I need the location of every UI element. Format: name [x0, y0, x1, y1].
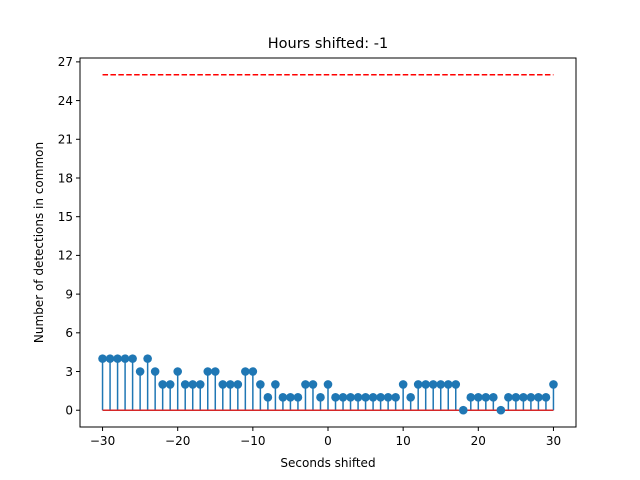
stem-marker [481, 393, 491, 402]
stem-marker [316, 393, 325, 402]
stem-marker [143, 354, 152, 363]
stem-marker [135, 367, 145, 376]
y-tick-label: 3 [65, 365, 73, 379]
stem-marker [383, 393, 393, 402]
stem-marker [331, 393, 340, 402]
stem-marker [541, 393, 551, 402]
y-tick-label: 0 [65, 404, 73, 418]
stem-marker [278, 393, 288, 402]
stem-marker [398, 380, 408, 389]
stem-marker [203, 367, 213, 376]
stem-marker [413, 380, 423, 389]
y-axis-label: Number of detections in common [32, 142, 46, 343]
stem-marker [128, 354, 137, 363]
y-tick-label: 15 [58, 210, 73, 224]
stem-marker [443, 380, 453, 389]
stem-marker [180, 380, 190, 389]
stem-marker [534, 393, 543, 402]
x-tick-label: 0 [324, 434, 332, 448]
y-tick-label: 21 [58, 133, 73, 147]
stem-marker [451, 380, 461, 389]
x-axis: −30 −20 −10 0 10 20 30 [90, 427, 561, 448]
x-tick-label: −30 [90, 434, 115, 448]
stem-marker [376, 393, 385, 402]
stem-marker [286, 393, 295, 402]
stem-marker [496, 405, 506, 415]
stem-marker [218, 380, 228, 389]
stem-marker [489, 393, 498, 402]
stem-marker [519, 393, 528, 402]
stem-marker [406, 393, 415, 402]
y-tick-label: 6 [65, 326, 73, 340]
stem-marker [98, 354, 107, 363]
y-tick-label: 27 [58, 55, 73, 69]
stem-marker [466, 393, 476, 402]
stem-marker [361, 393, 370, 402]
x-tick-label: −10 [240, 434, 265, 448]
stem-marker [256, 380, 265, 389]
stem-marker [368, 393, 378, 402]
stem-marker [458, 405, 468, 415]
stem-marker [241, 367, 250, 376]
stem-marker [173, 367, 182, 376]
y-tick-label: 12 [58, 249, 73, 263]
stem-marker [428, 380, 438, 389]
stem-marker [233, 380, 243, 389]
y-tick-label: 18 [58, 171, 73, 185]
stem-marker [226, 380, 235, 389]
stem-marker [511, 393, 521, 402]
stem-marker [391, 393, 400, 402]
stem-marker [271, 380, 280, 389]
stem-marker [105, 354, 115, 363]
stem-marker [504, 393, 513, 402]
stem-marker [436, 380, 446, 389]
x-tick-label: 20 [471, 434, 486, 448]
stem-marker [474, 393, 483, 402]
stem-marker [248, 367, 258, 376]
y-tick-label: 24 [58, 94, 73, 108]
stem-marker [421, 380, 430, 389]
stem-marker [301, 380, 310, 389]
chart-title: Hours shifted: -1 [268, 36, 388, 52]
x-tick-label: 10 [396, 434, 411, 448]
stem-marker [120, 354, 130, 363]
y-tick-label: 9 [65, 287, 73, 301]
stem-marker [323, 380, 333, 389]
stem-marker [353, 393, 363, 402]
stem-marker [165, 380, 175, 389]
stem-marker [293, 393, 303, 402]
stem-marker [158, 380, 167, 389]
x-axis-label: Seconds shifted [280, 456, 375, 470]
stem-marker [338, 393, 348, 402]
stem-marker [346, 393, 355, 402]
plot-area [98, 74, 558, 415]
stem-marker [210, 367, 220, 376]
stem-marker [549, 380, 558, 389]
stem-marker [113, 354, 122, 363]
stem-marker [308, 380, 318, 389]
stem-marker [195, 380, 205, 389]
y-axis: 0 3 6 9 12 15 18 21 24 27 [58, 55, 80, 418]
stem-marker [150, 367, 160, 376]
stem-marker [263, 393, 273, 402]
x-tick-label: −20 [165, 434, 190, 448]
x-tick-label: 30 [546, 434, 561, 448]
stem-marker [188, 380, 198, 389]
stem-marker [526, 393, 536, 402]
